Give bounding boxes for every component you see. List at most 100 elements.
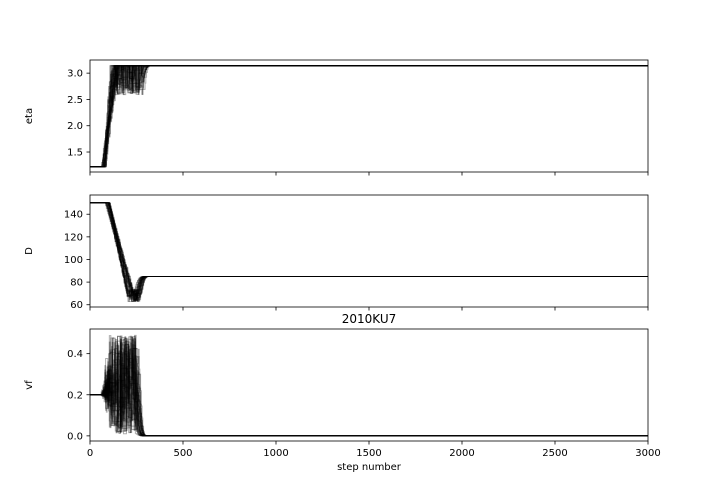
walker-trace xyxy=(90,202,648,302)
walker-trace xyxy=(90,202,648,302)
y-tick-label: 0.0 xyxy=(67,431,83,442)
walker-trace xyxy=(90,65,648,168)
y-axis-label: vf xyxy=(24,380,35,390)
walker-trace xyxy=(90,338,648,437)
x-tick-label: 2500 xyxy=(542,448,567,459)
walker-trace xyxy=(90,337,648,437)
walker-trace xyxy=(90,350,648,437)
walker-trace xyxy=(90,202,648,297)
walker-trace xyxy=(90,202,648,300)
walker-trace xyxy=(90,336,648,437)
y-axis-label: eta xyxy=(24,108,35,124)
walker-trace xyxy=(90,202,648,302)
walker-trace xyxy=(90,65,648,168)
walker-trace xyxy=(90,202,648,302)
walker-trace xyxy=(90,202,648,302)
y-tick-label: 80 xyxy=(70,278,83,289)
x-tick-label: 1000 xyxy=(263,448,288,459)
walker-trace xyxy=(90,336,648,437)
walker-traces xyxy=(90,334,648,437)
x-tick-label: 3000 xyxy=(635,448,660,459)
chart-title: 2010KU7 xyxy=(342,312,397,326)
y-tick-label: 60 xyxy=(70,300,83,311)
walker-trace xyxy=(90,65,648,168)
walker-trace xyxy=(90,65,648,168)
subplot-vf: 0 500 1000 1500 2000 2500 3000 0.0 0.2 0.4 vf xyxy=(24,328,661,459)
x-tick-label: 2000 xyxy=(449,448,474,459)
walker-trace xyxy=(90,202,648,302)
x-tick-label: 0 xyxy=(87,448,93,459)
walker-trace xyxy=(90,65,648,168)
walker-trace xyxy=(90,202,648,302)
walker-trace xyxy=(90,202,648,300)
walker-trace xyxy=(90,65,648,168)
walker-trace xyxy=(90,65,648,168)
y-tick-label: 100 xyxy=(64,255,83,266)
walker-trace xyxy=(90,202,648,302)
walker-trace xyxy=(90,340,648,437)
walker-trace xyxy=(90,202,648,302)
y-tick-label: 0.4 xyxy=(67,349,83,360)
walker-trace xyxy=(90,202,648,302)
walker-trace xyxy=(90,202,648,298)
y-tick-label: 2.5 xyxy=(67,95,83,106)
walker-trace xyxy=(90,335,648,437)
walker-trace xyxy=(90,349,648,437)
walker-trace xyxy=(90,202,648,299)
walker-trace xyxy=(90,336,648,437)
walker-trace xyxy=(90,337,648,437)
y-tick-label: 140 xyxy=(64,210,83,221)
walker-trace xyxy=(90,202,648,302)
walker-trace xyxy=(90,338,648,437)
walker-trace xyxy=(90,202,648,302)
walker-trace xyxy=(90,202,648,301)
walker-trace xyxy=(90,341,648,437)
walker-trace xyxy=(90,202,648,301)
walker-trace xyxy=(90,344,648,437)
walker-trace xyxy=(90,341,648,437)
walker-trace xyxy=(90,65,648,168)
walker-trace xyxy=(90,337,648,437)
walker-trace xyxy=(90,65,648,168)
walker-trace xyxy=(90,346,648,437)
walker-trace xyxy=(90,65,648,168)
walker-trace xyxy=(90,202,648,300)
y-tick-label: 1.5 xyxy=(67,148,83,159)
walker-trace xyxy=(90,65,648,168)
subplot-D: 60 80 100 120 140 D xyxy=(24,194,649,311)
walker-trace xyxy=(90,65,648,168)
walker-trace xyxy=(90,340,648,437)
walker-trace xyxy=(90,65,648,168)
walker-trace xyxy=(90,65,648,168)
walker-trace xyxy=(90,202,648,302)
walker-trace xyxy=(90,202,648,302)
y-tick-label: 2.0 xyxy=(67,121,83,132)
axes-frame xyxy=(89,59,649,173)
walker-trace xyxy=(90,345,648,437)
walker-trace xyxy=(90,65,648,168)
walker-traces xyxy=(90,202,648,302)
walker-trace xyxy=(90,358,648,437)
walker-trace xyxy=(90,338,648,437)
walker-trace xyxy=(90,202,648,297)
walker-trace xyxy=(90,342,648,437)
walker-trace xyxy=(90,335,648,437)
walker-trace xyxy=(90,65,648,168)
y-tick-label: 0.2 xyxy=(67,390,83,401)
walker-trace xyxy=(90,337,648,437)
walker-trace xyxy=(90,202,648,301)
axes-frame xyxy=(89,194,649,308)
walker-trace xyxy=(90,65,648,168)
walker-trace xyxy=(90,65,648,168)
y-axis-label: D xyxy=(24,247,35,255)
walker-trace xyxy=(90,65,648,168)
walker-traces xyxy=(90,65,648,168)
walker-trace xyxy=(90,65,648,168)
walker-trace xyxy=(90,334,648,437)
y-tick-label: 120 xyxy=(64,232,83,243)
walker-trace xyxy=(90,202,648,294)
walker-trace xyxy=(90,202,648,301)
y-tick-label: 3.0 xyxy=(67,69,83,80)
walker-trace xyxy=(90,335,648,437)
